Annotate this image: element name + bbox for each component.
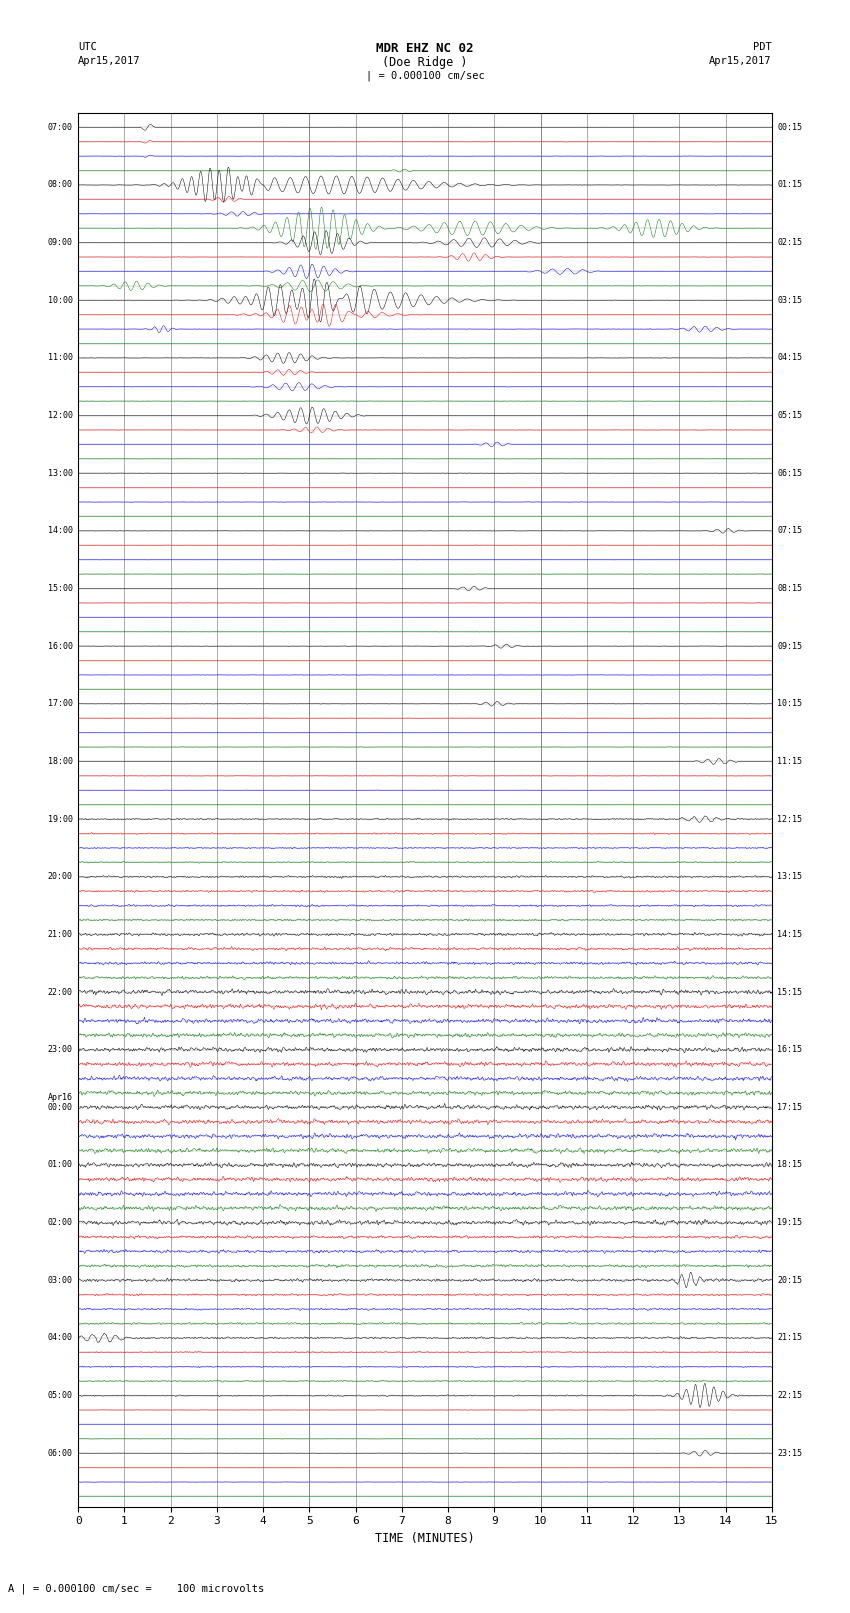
Text: 06:15: 06:15 bbox=[778, 469, 802, 477]
Text: 03:00: 03:00 bbox=[48, 1276, 72, 1286]
Text: UTC: UTC bbox=[78, 42, 97, 52]
Text: 12:15: 12:15 bbox=[778, 815, 802, 824]
Text: 07:15: 07:15 bbox=[778, 526, 802, 536]
Text: MDR EHZ NC 02: MDR EHZ NC 02 bbox=[377, 42, 473, 55]
Text: 14:00: 14:00 bbox=[48, 526, 72, 536]
Text: 01:00: 01:00 bbox=[48, 1160, 72, 1169]
Text: 12:00: 12:00 bbox=[48, 411, 72, 419]
Text: 21:00: 21:00 bbox=[48, 929, 72, 939]
Text: 00:15: 00:15 bbox=[778, 123, 802, 132]
Text: 07:00: 07:00 bbox=[48, 123, 72, 132]
Text: 09:15: 09:15 bbox=[778, 642, 802, 650]
Text: 06:00: 06:00 bbox=[48, 1448, 72, 1458]
X-axis label: TIME (MINUTES): TIME (MINUTES) bbox=[375, 1532, 475, 1545]
Text: 08:15: 08:15 bbox=[778, 584, 802, 594]
Text: 16:00: 16:00 bbox=[48, 642, 72, 650]
Text: 18:15: 18:15 bbox=[778, 1160, 802, 1169]
Text: 01:15: 01:15 bbox=[778, 181, 802, 189]
Text: (Doe Ridge ): (Doe Ridge ) bbox=[382, 56, 468, 69]
Text: 20:15: 20:15 bbox=[778, 1276, 802, 1286]
Text: 17:00: 17:00 bbox=[48, 700, 72, 708]
Text: 11:00: 11:00 bbox=[48, 353, 72, 363]
Text: 14:15: 14:15 bbox=[778, 929, 802, 939]
Text: 18:00: 18:00 bbox=[48, 756, 72, 766]
Text: 09:00: 09:00 bbox=[48, 239, 72, 247]
Text: 19:15: 19:15 bbox=[778, 1218, 802, 1227]
Text: | = 0.000100 cm/sec: | = 0.000100 cm/sec bbox=[366, 71, 484, 82]
Text: 05:00: 05:00 bbox=[48, 1390, 72, 1400]
Text: 21:15: 21:15 bbox=[778, 1334, 802, 1342]
Text: 02:15: 02:15 bbox=[778, 239, 802, 247]
Text: Apr15,2017: Apr15,2017 bbox=[709, 56, 772, 66]
Text: 22:15: 22:15 bbox=[778, 1390, 802, 1400]
Text: 15:00: 15:00 bbox=[48, 584, 72, 594]
Text: Apr15,2017: Apr15,2017 bbox=[78, 56, 141, 66]
Text: 04:00: 04:00 bbox=[48, 1334, 72, 1342]
Text: 02:00: 02:00 bbox=[48, 1218, 72, 1227]
Text: 23:15: 23:15 bbox=[778, 1448, 802, 1458]
Text: 10:00: 10:00 bbox=[48, 295, 72, 305]
Text: 17:15: 17:15 bbox=[778, 1103, 802, 1111]
Text: Apr16: Apr16 bbox=[48, 1094, 72, 1102]
Text: 05:15: 05:15 bbox=[778, 411, 802, 419]
Text: 10:15: 10:15 bbox=[778, 700, 802, 708]
Text: 03:15: 03:15 bbox=[778, 295, 802, 305]
Text: 04:15: 04:15 bbox=[778, 353, 802, 363]
Text: 11:15: 11:15 bbox=[778, 756, 802, 766]
Text: A | = 0.000100 cm/sec =    100 microvolts: A | = 0.000100 cm/sec = 100 microvolts bbox=[8, 1582, 264, 1594]
Text: 15:15: 15:15 bbox=[778, 987, 802, 997]
Text: 00:00: 00:00 bbox=[48, 1103, 72, 1111]
Text: 16:15: 16:15 bbox=[778, 1045, 802, 1055]
Text: 13:00: 13:00 bbox=[48, 469, 72, 477]
Text: 22:00: 22:00 bbox=[48, 987, 72, 997]
Text: 08:00: 08:00 bbox=[48, 181, 72, 189]
Text: 13:15: 13:15 bbox=[778, 873, 802, 881]
Text: PDT: PDT bbox=[753, 42, 772, 52]
Text: 23:00: 23:00 bbox=[48, 1045, 72, 1055]
Text: 19:00: 19:00 bbox=[48, 815, 72, 824]
Text: 20:00: 20:00 bbox=[48, 873, 72, 881]
